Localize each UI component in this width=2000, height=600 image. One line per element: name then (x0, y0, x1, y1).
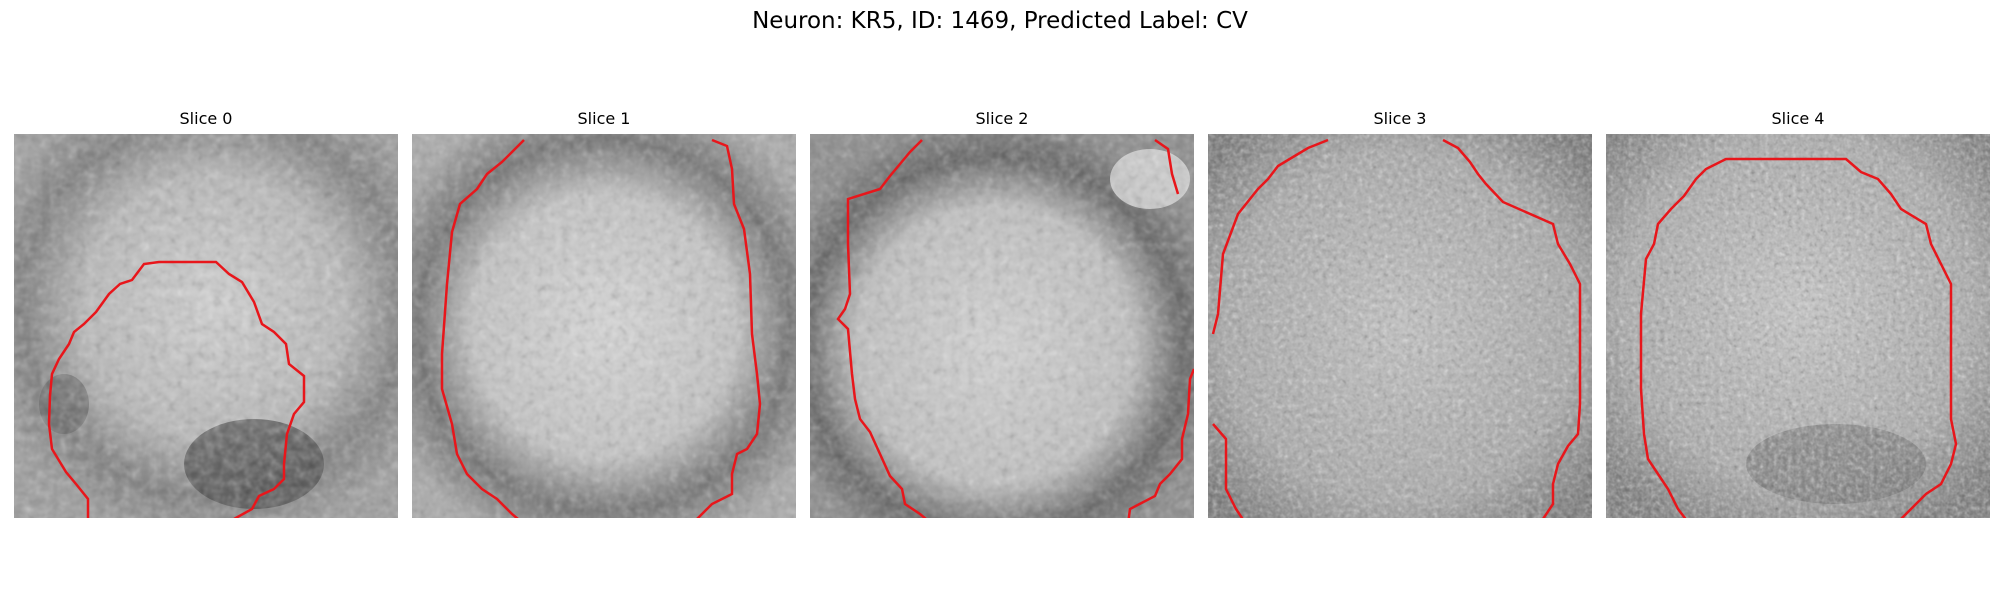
slice-title-4: Slice 4 (1771, 109, 1825, 128)
contour-line (1211, 138, 1329, 335)
contour-line (1639, 157, 1958, 518)
contour-line (440, 139, 525, 518)
contour-line (47, 260, 306, 518)
contour-line (1212, 423, 1244, 518)
slice-title-2: Slice 2 (975, 109, 1029, 128)
slice-title-3: Slice 3 (1373, 109, 1427, 128)
slice-image-1 (412, 134, 796, 518)
slice-panel-2: Slice 2 (810, 108, 1194, 518)
contour-line (836, 139, 927, 518)
slice-image-3 (1208, 134, 1592, 518)
slice-title-1: Slice 1 (577, 109, 631, 128)
slice-image-2 (810, 134, 1194, 518)
slice-title-0: Slice 0 (179, 109, 233, 128)
contour-line (1154, 138, 1180, 195)
slice-image-0 (14, 134, 398, 518)
slice-panel-1: Slice 1 (412, 108, 796, 518)
figure-title: Neuron: KR5, ID: 1469, Predicted Label: … (752, 8, 1248, 34)
contour-line (696, 138, 762, 518)
slice-image-4 (1606, 134, 1990, 518)
slice-panel-3: Slice 3 (1208, 108, 1592, 518)
slice-panel-0: Slice 0 (14, 108, 398, 518)
contour-line (1127, 368, 1194, 518)
contour-line (1442, 138, 1582, 518)
slice-panel-4: Slice 4 (1606, 108, 1990, 518)
